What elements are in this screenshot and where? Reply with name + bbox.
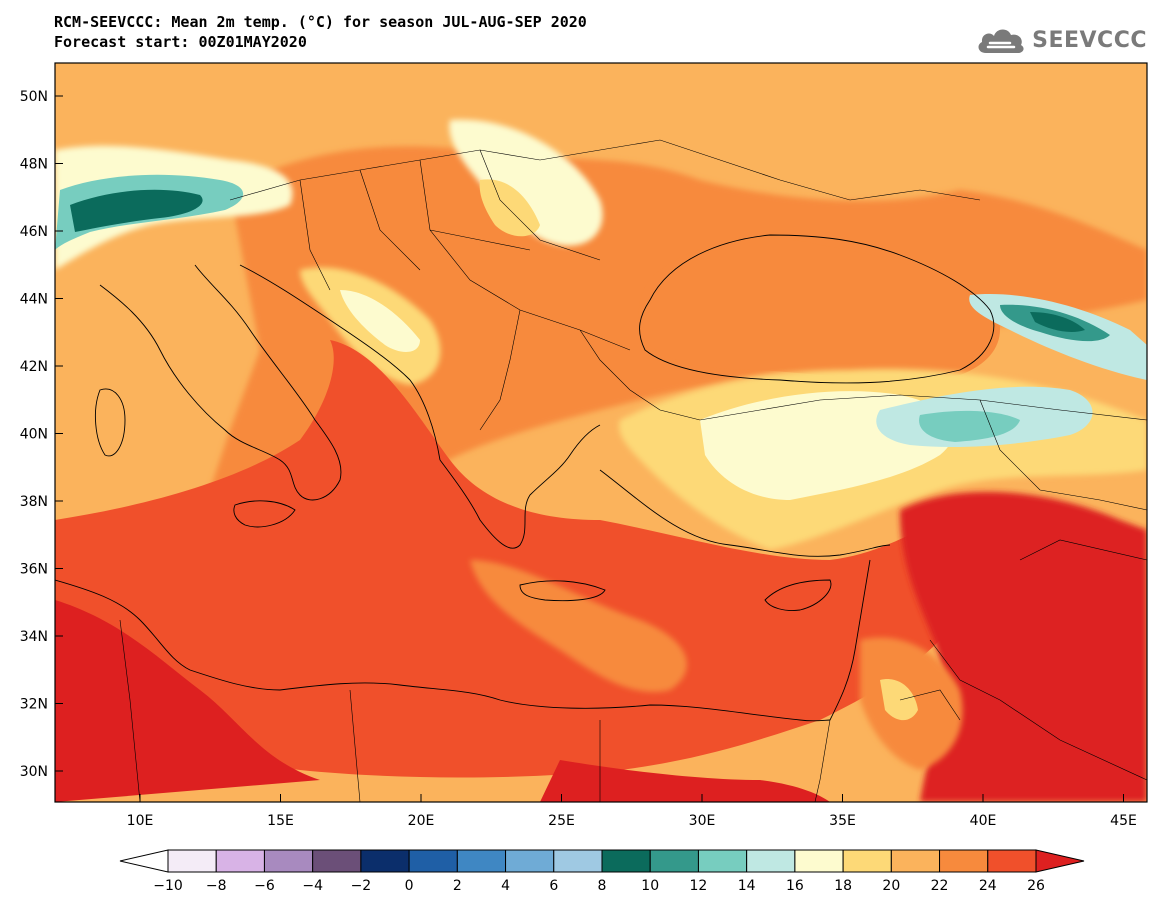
colorbar-tick-label: −6	[254, 878, 275, 894]
lat-tick-label: 50N	[20, 89, 48, 105]
title-line-2: Forecast start: 00Z01MAY2020	[54, 33, 307, 51]
colorbar-swatch	[456, 849, 507, 873]
lat-tick-label: 30N	[20, 764, 48, 780]
colorbar-swatch	[697, 849, 748, 873]
colorbar-tick-label: 6	[549, 878, 558, 894]
borders	[119, 139, 1147, 802]
field-dinaric-cool	[340, 290, 420, 352]
colorbar-swatch	[987, 849, 1037, 873]
lon-tick-label: 45E	[1110, 813, 1137, 829]
colorbar-tick-label: −8	[206, 878, 227, 894]
lat-tick-label: 36N	[20, 562, 48, 578]
title-line-1: RCM-SEEVCCC: Mean 2m temp. (°C) for seas…	[54, 13, 587, 31]
coast-sicily	[233, 500, 296, 528]
lon-tick-label: 20E	[408, 813, 435, 829]
colorbar-swatch	[167, 849, 217, 873]
field-carpathians-inner	[479, 179, 540, 237]
latitude-axis: 50N 48N 46N 44N 42N 40N 38N 36N 34N 32N 30N	[20, 89, 63, 780]
lat-tick-label: 46N	[20, 224, 48, 240]
field-levant-east	[900, 491, 1147, 802]
lon-tick-label: 15E	[267, 813, 294, 829]
coast-greece	[439, 424, 601, 549]
plot-frame	[54, 62, 1148, 803]
lat-tick-label: 42N	[20, 359, 48, 375]
field-egypt-coast	[540, 760, 830, 802]
colorbar-tick-label: 4	[501, 878, 510, 894]
field-med-sea	[55, 340, 940, 778]
coast-cyprus	[764, 579, 832, 611]
colorbar-swatch	[553, 849, 603, 873]
lat-tick-label: 34N	[20, 629, 48, 645]
lon-tick-label: 35E	[829, 813, 856, 829]
coast-levant	[829, 559, 871, 721]
colorbar-over-arrow	[1035, 849, 1085, 873]
colorbar-tick-label: 22	[931, 878, 949, 894]
colorbar-swatch	[312, 849, 362, 873]
colorbar-swatch	[842, 849, 892, 873]
field-alps-coldest	[70, 189, 203, 232]
colorbar-tick-label: 0	[405, 878, 414, 894]
colorbar-swatch	[505, 849, 555, 873]
field-north-africa	[55, 600, 320, 802]
colorbar-swatch	[601, 849, 651, 873]
colorbar-tick-label: 24	[979, 878, 997, 894]
colorbar-tick-label: 10	[641, 878, 659, 894]
lat-tick-label: 44N	[20, 292, 48, 308]
coast-crete	[519, 580, 606, 602]
lat-tick-label: 40N	[20, 427, 48, 443]
colorbar-swatch	[215, 849, 265, 873]
lat-tick-label: 32N	[20, 697, 48, 713]
coast-africa	[55, 579, 831, 722]
field-black-sea	[638, 238, 1000, 380]
colorbar-tick-label: 20	[882, 878, 900, 894]
coastlines	[55, 234, 995, 722]
lat-tick-label: 38N	[20, 494, 48, 510]
colorbar-swatch	[746, 849, 796, 873]
border-lines	[119, 139, 1147, 802]
field-jordan-mild	[880, 679, 918, 721]
map-title: RCM-SEEVCCC: Mean 2m temp. (°C) for seas…	[54, 12, 587, 52]
colorbar-swatch	[794, 849, 844, 873]
colorbar-swatch	[408, 849, 458, 873]
colorbar: −10 −8 −6 −4 −2 0 2 4 6 8 10 12 14 16 18 20 22 24 26	[119, 849, 1085, 894]
logo-text: SEEVCCC	[1032, 27, 1147, 53]
colorbar-swatch	[360, 849, 410, 873]
field-layer	[55, 63, 1147, 802]
colorbar-tick-label: 16	[786, 878, 804, 894]
seevccc-logo: SEEVCCC	[974, 22, 1147, 58]
colorbar-tick-label: 14	[738, 878, 756, 894]
colorbar-tick-label: 12	[690, 878, 708, 894]
colorbar-under-arrow	[119, 849, 169, 873]
colorbar-tick-label: −2	[351, 878, 372, 894]
field-anatolia-colder	[919, 410, 1020, 442]
colorbar-swatch	[649, 849, 699, 873]
longitude-axis: 10E 15E 20E 25E 30E 35E 40E 45E	[127, 794, 1137, 829]
colorbar-tick-label: −10	[153, 878, 183, 894]
lon-tick-label: 25E	[548, 813, 575, 829]
colorbar-tick-label: 26	[1027, 878, 1045, 894]
lon-tick-label: 40E	[970, 813, 997, 829]
coast-black-sea	[639, 234, 995, 384]
colorbar-tick-label: 18	[834, 878, 852, 894]
colorbar-swatch	[890, 849, 941, 873]
lon-tick-label: 30E	[689, 813, 716, 829]
colorbar-tick-label: 8	[598, 878, 607, 894]
colorbar-swatch	[263, 849, 314, 873]
field-caucasus-coldest	[1030, 312, 1085, 333]
coast-adriatic-east	[239, 264, 441, 461]
coast-italy	[99, 264, 342, 501]
colorbar-tick-label: 2	[453, 878, 462, 894]
coast-turkey-south	[599, 469, 891, 557]
cloud-icon	[978, 29, 1024, 53]
colorbar-swatch	[939, 849, 989, 873]
lon-tick-label: 10E	[127, 813, 154, 829]
lat-tick-label: 48N	[20, 157, 48, 173]
coast-sardinia	[95, 388, 126, 457]
field-ionian-patch	[470, 560, 687, 692]
colorbar-tick-label: −4	[302, 878, 323, 894]
